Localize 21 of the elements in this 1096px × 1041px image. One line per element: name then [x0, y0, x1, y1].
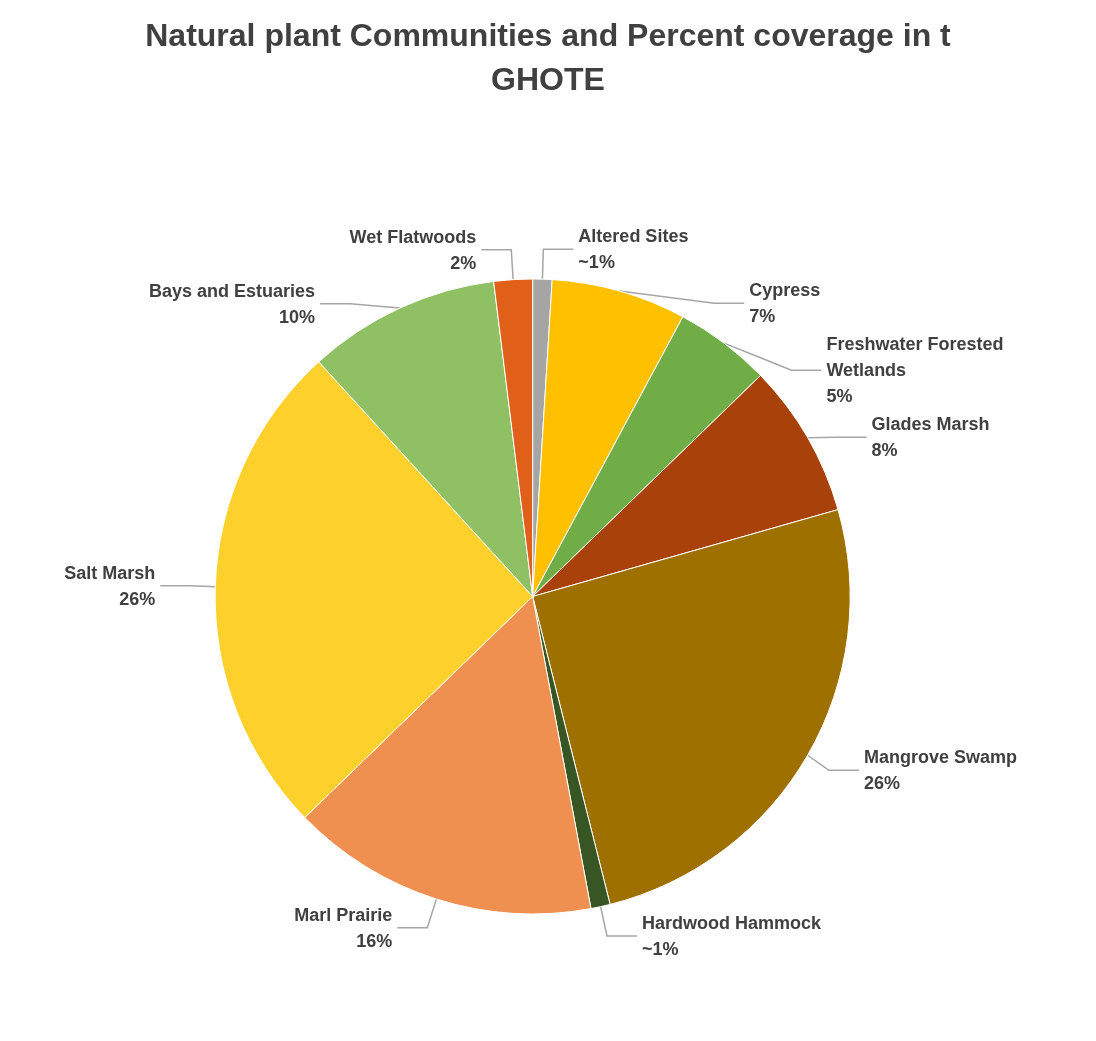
slice-label: Cypress	[749, 280, 821, 301]
data-label: 10%	[279, 306, 316, 327]
chart-title: Natural plant Communities and Percent coverage in t GHOTE	[145, 17, 952, 97]
data-label: 16%	[356, 930, 393, 951]
slice-label: Freshwater Forested Wetlands	[826, 334, 1004, 381]
data-label: 26%	[119, 588, 156, 609]
slice-label: Hardwood Hammock	[642, 912, 823, 933]
data-label: ~1%	[578, 252, 615, 273]
slice-label: Marl Prairie	[294, 904, 393, 925]
data-label: 26%	[863, 773, 900, 794]
slice-label: Wet Flatwoods	[349, 226, 477, 247]
slice-label: Altered Sites	[578, 226, 689, 247]
slice-label: Salt Marsh	[64, 562, 156, 583]
data-label: 8%	[871, 440, 898, 461]
slice-label: Mangrove Swamp	[863, 747, 1017, 768]
data-label: ~1%	[642, 938, 679, 959]
data-label: 2%	[450, 252, 477, 273]
data-label: 5%	[826, 386, 853, 407]
slice-label: Glades Marsh	[871, 414, 990, 435]
slice-label: Bays and Estuaries	[149, 280, 316, 301]
data-label: 7%	[749, 306, 776, 327]
